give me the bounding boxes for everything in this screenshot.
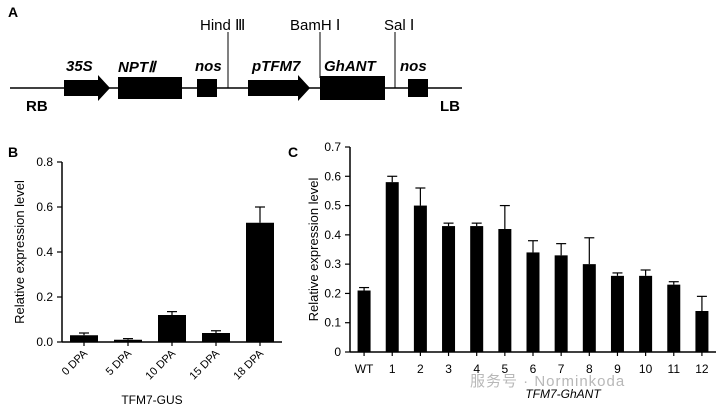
chart-b-x-tick-label: 15 DPA <box>187 347 222 382</box>
label-lb: LB <box>440 98 460 115</box>
chart-b-y-tick-label: 0.6 <box>36 200 53 214</box>
chart-b-x-tick-label: 5 DPA <box>104 347 135 378</box>
chart-c-y-tick-label: 0.6 <box>324 169 341 183</box>
chart-b-bar <box>114 339 142 342</box>
chart-c-bar <box>526 252 540 352</box>
chart-c-bar <box>357 290 371 352</box>
chart-c-x-tick-label: WT <box>355 362 374 376</box>
chart-c-x-tick-label: 3 <box>445 362 452 376</box>
label-35s: 35S <box>66 58 93 75</box>
panel-c-letter: C <box>288 144 299 160</box>
label-hindiii: Hind Ⅲ <box>200 17 246 34</box>
label-nptii: NPTⅡ <box>118 59 156 76</box>
label-bamhi: BamH Ⅰ <box>290 17 341 34</box>
chart-b-y-tick-label: 0.2 <box>36 290 53 304</box>
chart-b: 0.0 0.2 0.4 0.6 0.8 0 DPA 5 DPA 10 DPA 15 DPA 18 … <box>12 155 282 407</box>
chart-c-x-tick-label: 8 <box>586 362 593 376</box>
chart-c-y-tick-label: 0.2 <box>324 286 341 300</box>
chart-c-bar <box>442 226 456 352</box>
chart-c-x-tick-label: 2 <box>417 362 424 376</box>
chart-c-x-tick-label: 7 <box>558 362 565 376</box>
chart-c-x-tick-label: 4 <box>473 362 480 376</box>
chart-c-bar <box>554 255 568 352</box>
nptii-gene-box <box>118 77 182 99</box>
chart-c-y-tick-label: 0.5 <box>324 199 341 213</box>
chart-c-x-tick-label: 6 <box>530 362 537 376</box>
chart-c-y-tick-label: 0.3 <box>324 257 341 271</box>
chart-b-x-axis-label: TFM7-GUS <box>121 393 182 407</box>
chart-c-bar <box>639 275 653 352</box>
chart-c-y-tick-label: 0 <box>334 345 341 359</box>
chart-b-x-tick-label: 10 DPA <box>143 347 178 382</box>
chart-b-y-tick-label: 0.0 <box>36 335 53 349</box>
panel-b-letter: B <box>8 144 19 160</box>
chart-c-x-axis-label: TFM7-GhANT <box>525 387 602 401</box>
chart-b-y-axis-label: Relative expression level <box>12 180 27 324</box>
chart-c-bar <box>582 264 596 352</box>
chart-c-bar <box>695 311 709 352</box>
chart-c: 00.10.20.30.40.50.60.7WT 1 2 3 4 5 6 7 8 9 10 11 12R… <box>306 140 716 401</box>
construct-map <box>10 32 462 101</box>
chart-c-y-tick-label: 0.1 <box>324 316 341 330</box>
chart-c-x-tick-label: 11 <box>668 362 681 376</box>
chart-c-x-tick-label: 12 <box>695 362 709 376</box>
chart-c-bar <box>413 205 427 352</box>
nos-terminator-1-box <box>197 79 217 97</box>
chart-c-bar <box>610 275 624 352</box>
chart-c-y-tick-label: 0.4 <box>324 228 341 242</box>
chart-c-y-tick-label: 0.7 <box>324 140 341 154</box>
label-rb: RB <box>26 98 48 115</box>
chart-c-x-tick-label: 10 <box>639 362 653 376</box>
label-sali: Sal Ⅰ <box>384 17 415 34</box>
panel-a-letter: A <box>8 4 19 20</box>
chart-c-bar <box>498 229 512 352</box>
watermark-text: 服务号 · Norminkoda <box>470 373 626 390</box>
chart-b-bar <box>158 315 186 342</box>
chart-c-x-tick-label: 9 <box>614 362 621 376</box>
chart-c-bar <box>385 182 399 352</box>
chart-b-bar <box>246 222 274 342</box>
chart-b-bar <box>70 335 98 342</box>
chart-b-y-tick-label: 0.8 <box>36 155 53 169</box>
label-nos-2: nos <box>400 58 427 75</box>
chart-b-y-tick-label: 0.4 <box>36 245 53 259</box>
label-ghant: GhANT <box>324 58 376 75</box>
chart-c-x-tick-label: 1 <box>389 362 396 376</box>
chart-c-x-tick-label: 5 <box>502 362 509 376</box>
chart-c-bar <box>667 284 681 352</box>
chart-c-bar <box>470 226 484 352</box>
promoter-ptfm7-arrow <box>248 75 310 101</box>
chart-b-bar <box>202 333 230 342</box>
ghant-gene-box <box>320 76 385 100</box>
label-nos-1: nos <box>195 58 222 75</box>
chart-c-y-axis-label: Relative expression level <box>306 177 321 321</box>
promoter-35s-arrow <box>64 75 110 101</box>
chart-b-x-tick-label: 18 DPA <box>231 347 266 382</box>
chart-b-x-tick-label: 0 DPA <box>60 347 91 378</box>
label-ptfm7: pTFM7 <box>252 58 301 75</box>
nos-terminator-2-box <box>408 79 428 97</box>
